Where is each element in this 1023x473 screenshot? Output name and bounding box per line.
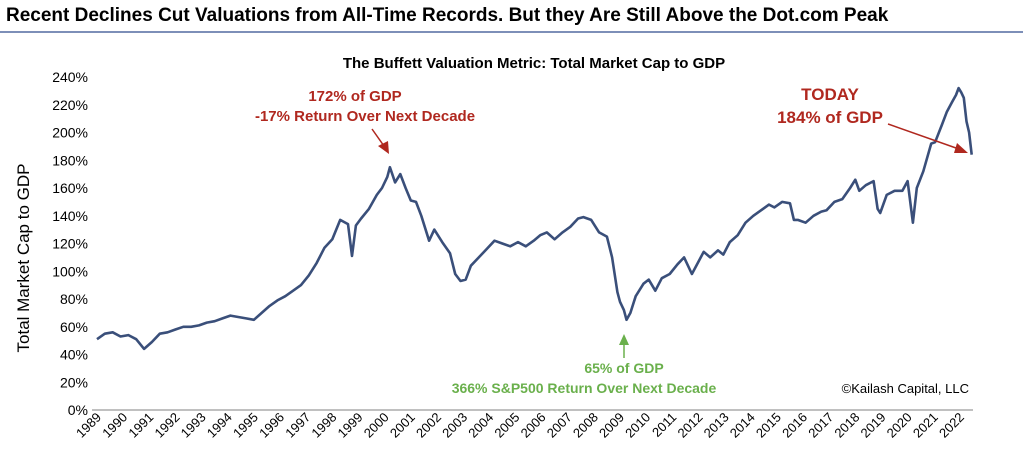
chart-title: The Buffett Valuation Metric: Total Mark… bbox=[343, 55, 725, 72]
x-tick-label: 1998 bbox=[308, 410, 339, 441]
x-tick-label: 2005 bbox=[491, 410, 522, 441]
x-tick-label: 2007 bbox=[544, 410, 575, 441]
annotation-dotcom-value: 172% of GDP bbox=[308, 88, 401, 105]
y-tick-label: 80% bbox=[60, 291, 88, 307]
x-tick-label: 2022 bbox=[936, 410, 967, 441]
dotcom-arrow bbox=[371, 128, 389, 154]
x-tick-label: 2002 bbox=[413, 410, 444, 441]
x-tick-label: 1990 bbox=[99, 410, 130, 441]
y-tick-label: 60% bbox=[60, 319, 88, 335]
x-tick-label: 2015 bbox=[753, 410, 784, 441]
header-title: Recent Declines Cut Valuations from All-… bbox=[6, 5, 889, 26]
x-tick-label: 1993 bbox=[178, 410, 209, 441]
y-tick-label: 120% bbox=[52, 236, 88, 252]
x-tick-label: 2014 bbox=[727, 410, 758, 441]
annotation-gfc-return: 366% S&P500 Return Over Next Decade bbox=[452, 380, 717, 396]
x-tick-label: 2011 bbox=[649, 410, 679, 440]
x-tick-label: 2019 bbox=[858, 410, 889, 441]
x-tick-label: 2001 bbox=[387, 410, 418, 441]
x-tick-label: 2006 bbox=[518, 410, 549, 441]
y-tick-label: 220% bbox=[52, 97, 88, 113]
x-tick-label: 2012 bbox=[674, 410, 705, 441]
y-tick-label: 40% bbox=[60, 347, 88, 363]
today-arrow bbox=[887, 123, 968, 153]
x-tick-label: 1994 bbox=[204, 410, 235, 441]
annotation-dotcom-return: -17% Return Over Next Decade bbox=[255, 108, 475, 125]
y-tick-label: 180% bbox=[52, 152, 88, 168]
y-tick-label: 20% bbox=[60, 374, 88, 390]
y-tick-label: 140% bbox=[52, 208, 88, 224]
y-tick-label: 240% bbox=[52, 69, 88, 85]
x-tick-label: 2004 bbox=[465, 410, 496, 441]
y-axis-label: Total Market Cap to GDP bbox=[14, 164, 33, 353]
y-tick-label: 200% bbox=[52, 125, 88, 141]
annotation-today-value: 184% of GDP bbox=[777, 108, 883, 127]
gfc-arrow bbox=[619, 334, 629, 358]
x-tick-label: 1995 bbox=[230, 410, 261, 441]
x-tick-label: 2016 bbox=[779, 410, 810, 441]
x-tick-label: 1996 bbox=[256, 410, 287, 441]
x-tick-label: 1992 bbox=[152, 410, 183, 441]
credit-text: ©Kailash Capital, LLC bbox=[842, 381, 969, 396]
annotation-today-label: TODAY bbox=[801, 85, 859, 104]
series-line bbox=[96, 86, 973, 351]
x-tick-label: 2013 bbox=[701, 410, 732, 441]
x-tick-label: 2020 bbox=[884, 410, 915, 441]
x-tick-label: 2018 bbox=[831, 410, 862, 441]
x-tick-label: 1999 bbox=[335, 410, 366, 441]
x-tick-label: 2010 bbox=[622, 410, 653, 441]
x-tick-label: 1991 bbox=[125, 410, 156, 441]
x-tick-label: 2003 bbox=[439, 410, 470, 441]
y-tick-label: 160% bbox=[52, 180, 88, 196]
x-tick-label: 2017 bbox=[805, 410, 836, 441]
y-tick-label: 0% bbox=[68, 402, 88, 418]
x-tick-label: 2000 bbox=[361, 410, 392, 441]
x-tick-label: 1997 bbox=[282, 410, 313, 441]
annotation-gfc-value: 65% of GDP bbox=[584, 360, 663, 376]
x-tick-label: 2008 bbox=[570, 410, 601, 441]
header-divider bbox=[0, 31, 1023, 33]
x-tick-label: 2021 bbox=[910, 410, 941, 441]
x-tick-label: 2009 bbox=[596, 410, 627, 441]
y-tick-label: 100% bbox=[52, 263, 88, 279]
